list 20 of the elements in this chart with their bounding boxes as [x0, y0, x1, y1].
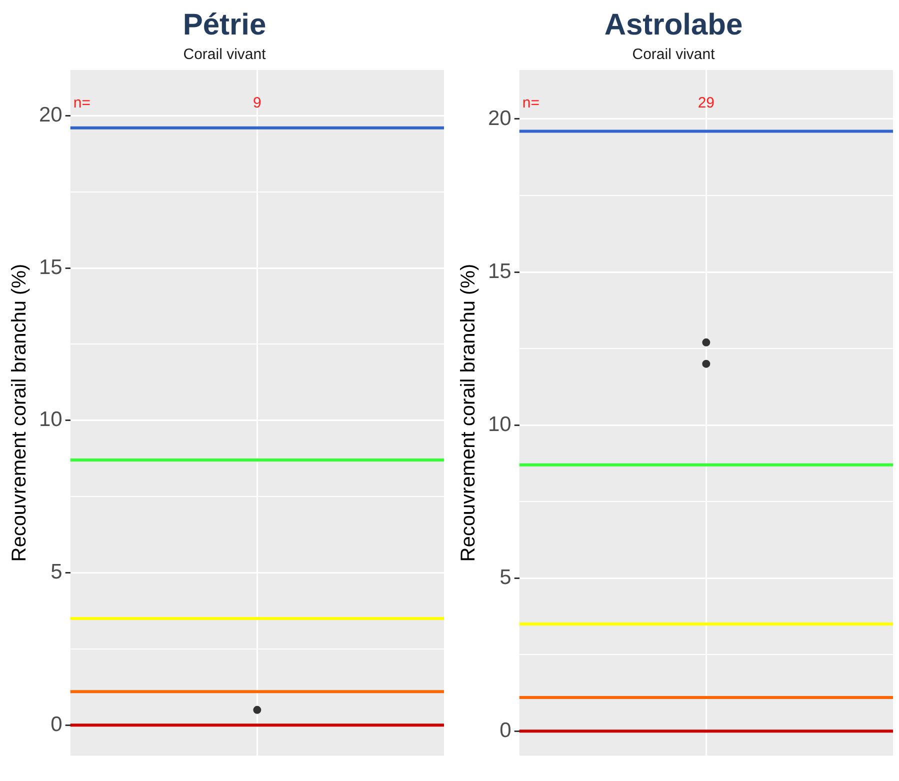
chart-title: Pétrie	[182, 8, 266, 42]
chart-subtitle: Corail vivant	[183, 46, 267, 64]
y-axis-title: Recouvrement corail branchu (%)	[458, 264, 480, 562]
y-tick-label: 10	[39, 408, 62, 432]
chart-subtitle: Corail vivant	[632, 46, 716, 64]
y-tick-label: 15	[488, 260, 512, 283]
y-tick-label: 15	[39, 256, 62, 279]
y-tick-label: 5	[50, 560, 62, 584]
y-tick-label: 5	[500, 566, 512, 589]
y-tick-label: 0	[50, 712, 62, 736]
chart-title: Astrolabe	[604, 8, 743, 42]
y-tick-label: 20	[39, 104, 62, 127]
annotation: 29	[698, 94, 715, 112]
y-tick-label: 20	[488, 106, 512, 130]
y-tick-label: 10	[488, 412, 512, 436]
y-axis-title: Recouvrement corail branchu (%)	[8, 264, 31, 562]
annotation: n=	[73, 94, 91, 112]
annotation: n=	[522, 94, 540, 112]
annotation: 9	[253, 94, 262, 112]
y-tick-label: 0	[500, 718, 512, 742]
